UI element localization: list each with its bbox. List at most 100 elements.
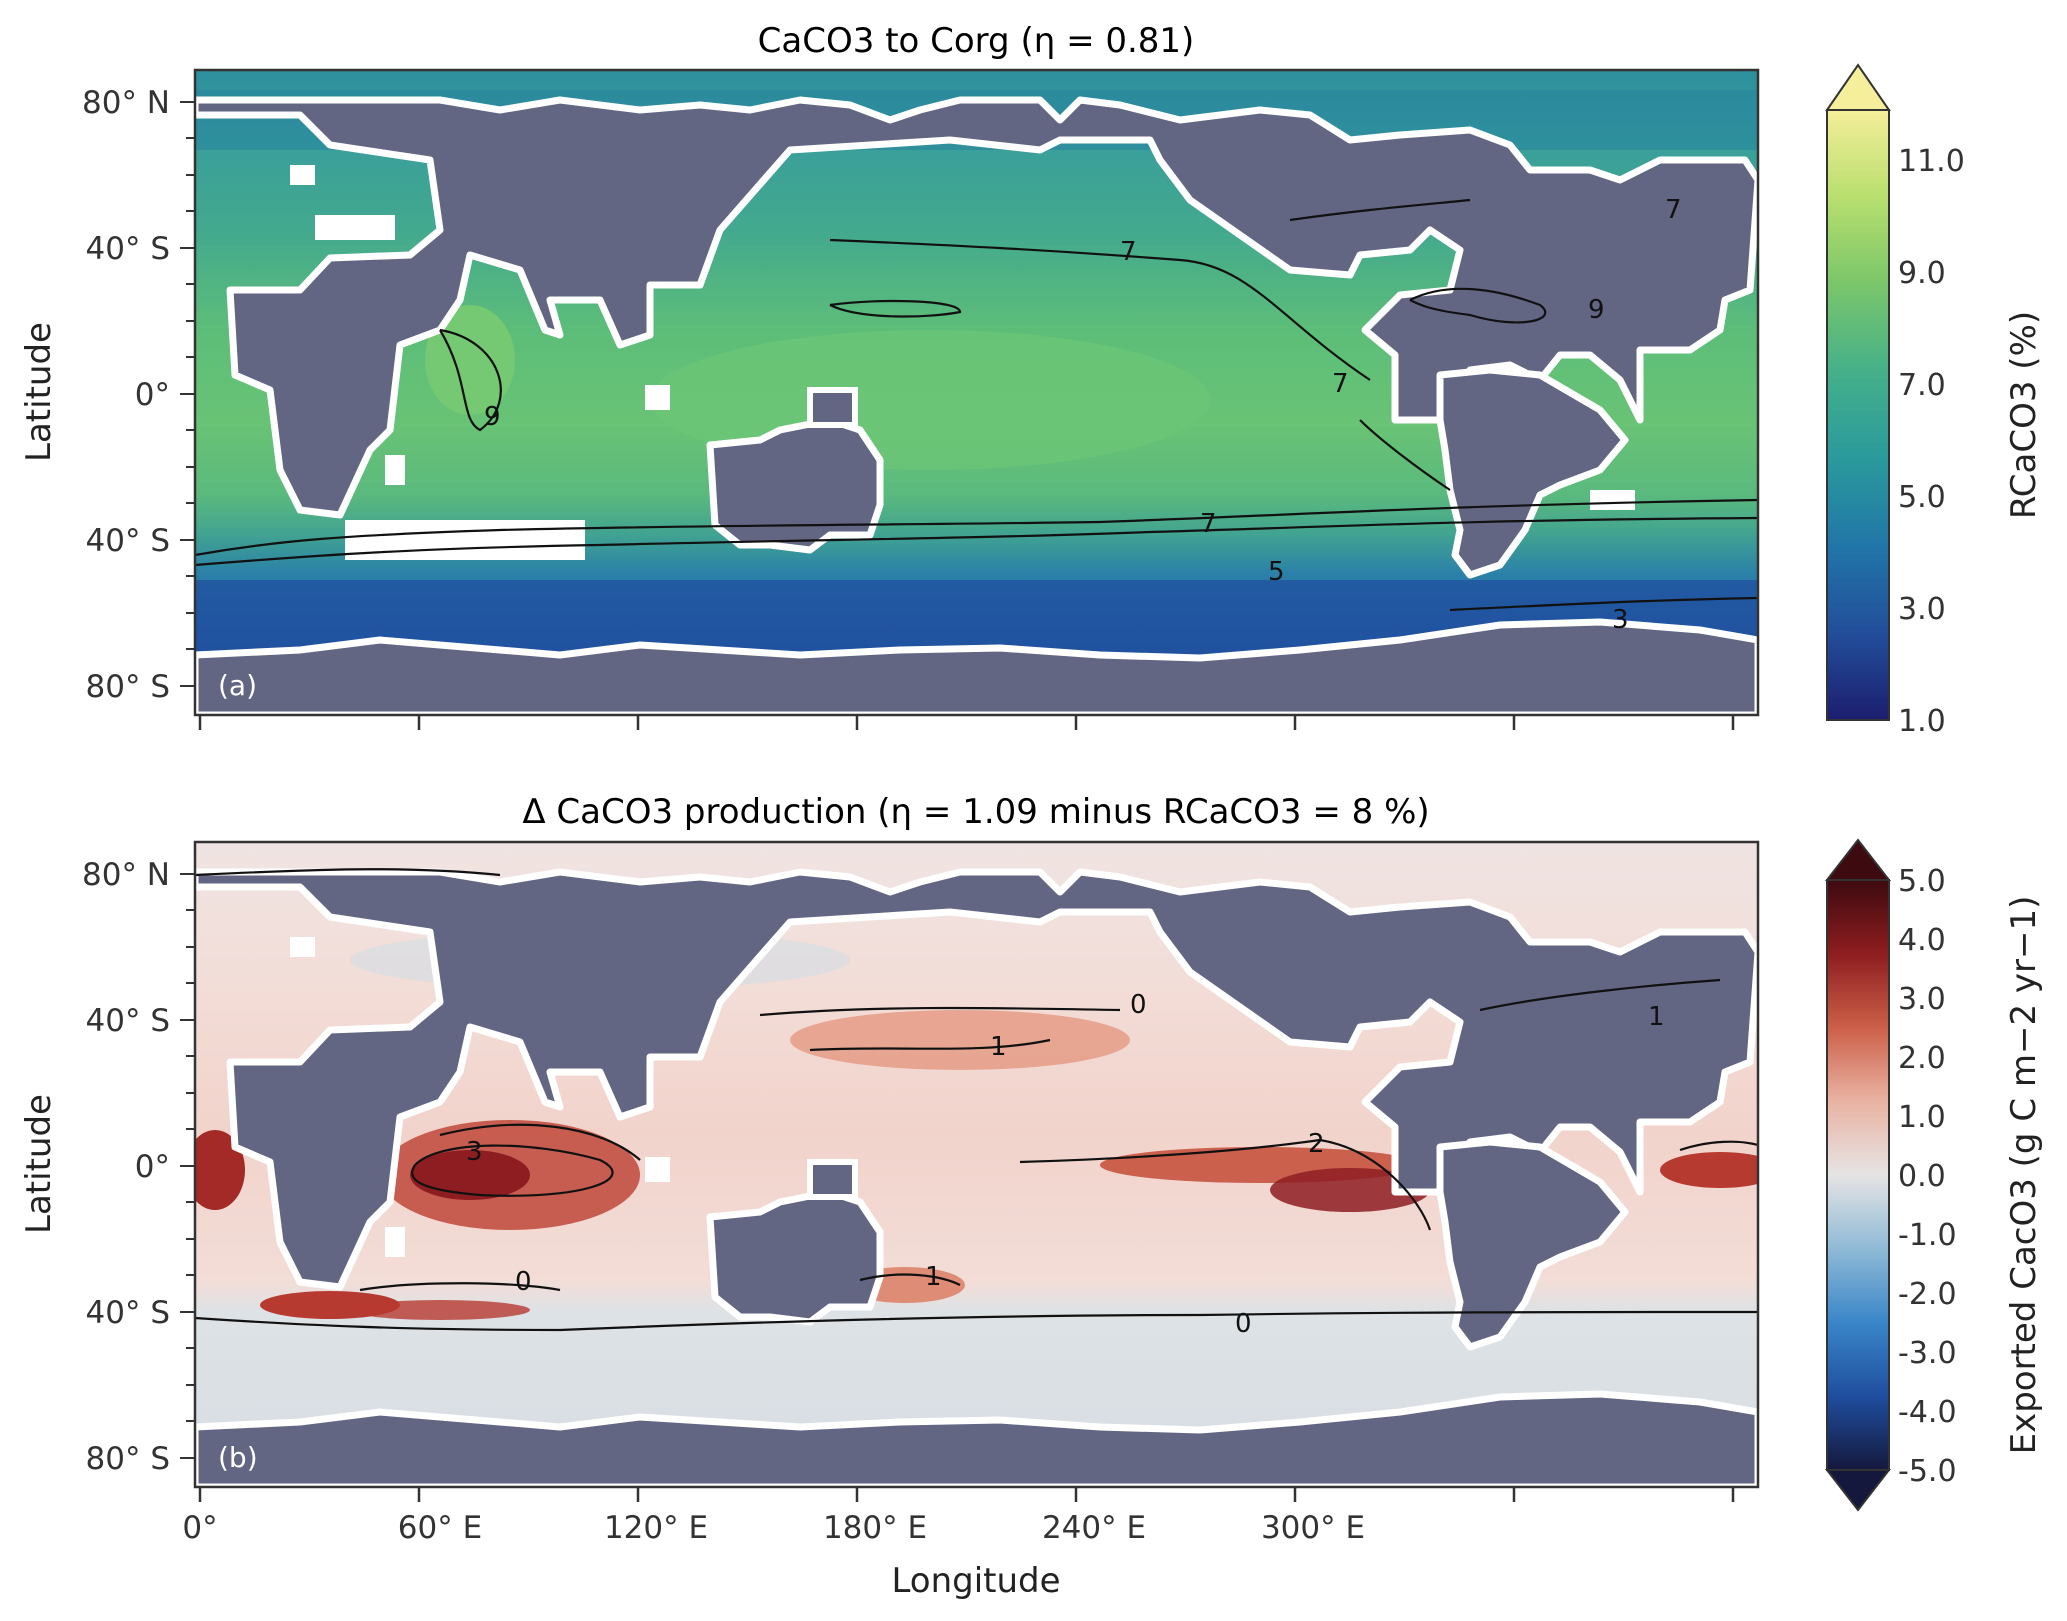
colorbar-a-extend-max: [1825, 63, 1891, 111]
cb-tick-label: 7.0: [1898, 368, 1946, 403]
land-masks: [195, 868, 1758, 1487]
contours-a: [195, 198, 1758, 612]
pacific-core: [1270, 1168, 1430, 1212]
cb-tick-label: 1.0: [1898, 1100, 1946, 1135]
cb-tick-label: -2.0: [1898, 1277, 1957, 1312]
contour-line: [1449, 596, 1758, 612]
contour-line: [195, 516, 1758, 567]
cb-tick-label: 9.0: [1898, 256, 1946, 291]
north-pacific-band: [790, 1010, 1130, 1070]
colorbar-b-body: [1826, 879, 1890, 1471]
colorbar-a-body: [1826, 109, 1890, 721]
colorbar-b-label: Exported CacO3 (g C m−2 yr−1): [2004, 896, 2044, 1455]
contour-line: [1479, 978, 1721, 1012]
contours-b: [195, 868, 1758, 1332]
contour-line: [1019, 1138, 1432, 1231]
lat-tick-label: 40° S: [86, 523, 170, 559]
lon-axis: 0° 60° E 120° E 180° E 240° E 300° E Lon…: [182, 1487, 1735, 1601]
lat-tick-label: 40° S: [86, 1295, 170, 1331]
lon-ticks: [198, 1487, 1735, 1502]
south-america-land: [1436, 1138, 1629, 1351]
contour-line: [829, 299, 962, 318]
panel-a-ylabel: Latitude: [19, 322, 59, 462]
contour-label: 0: [1130, 990, 1147, 1020]
colorbar-b-ticks: -5.0 -4.0 -3.0 -2.0 -1.0 0.0 1.0 2.0 3.0…: [1898, 864, 1957, 1489]
oceania-land: [706, 1188, 884, 1326]
lat-tick-label: 40° S: [86, 231, 170, 267]
cb-tick-label: -4.0: [1898, 1395, 1957, 1430]
panel-b-ylabel: Latitude: [19, 1094, 59, 1234]
panel-a-contour-labels: 7 7 9 9 7 7 7 5 3: [484, 195, 1682, 635]
panel-b-tag: (b): [218, 1441, 258, 1474]
colorbar-a-label: RCaCO3 (%): [2004, 311, 2044, 519]
cb-tick-label: 3.0: [1898, 592, 1946, 627]
oceania-land: [706, 416, 884, 554]
colorbar-b-extend-min: [1824, 1469, 1892, 1512]
panel-b-colorbar: -5.0 -4.0 -3.0 -2.0 -1.0 0.0 1.0 2.0 3.0…: [1824, 838, 2044, 1512]
lat-tick-label: 0°: [135, 1149, 170, 1185]
antarctica-land: [195, 618, 1758, 715]
contour-line: [195, 868, 501, 877]
atlantic-equatorial-hotspot: [1660, 1152, 1758, 1188]
contour-label: 7: [1665, 195, 1682, 225]
panel-b-frame: [193, 840, 1760, 1489]
panel-b-contour-labels: 0 1 1 3 2 0 1 0: [466, 990, 1665, 1339]
lon-tick-label: 300° E: [1261, 1510, 1365, 1546]
islands: [290, 937, 858, 1257]
panel-b-map: (b): [195, 842, 1758, 1487]
contour-line: [1359, 419, 1451, 491]
panel-a-tag: (a): [218, 669, 257, 702]
panel-b: Δ CaCO3 production (η = 1.09 minus RCaCO…: [19, 792, 2044, 1601]
colorbar-b-extend-max: [1824, 838, 1892, 881]
land-masks: [195, 96, 1758, 715]
south-america-land: [1436, 366, 1629, 579]
contour-label: 2: [1308, 1129, 1325, 1159]
contour-label: 0: [515, 1267, 532, 1297]
cb-tick-label: 2.0: [1898, 1041, 1946, 1076]
contour-label: 3: [466, 1137, 483, 1167]
contour-label: 9: [484, 402, 501, 432]
contour-line: [829, 238, 1371, 381]
contour-label: 1: [925, 1262, 942, 1292]
lon-tick-label: 240° E: [1042, 1510, 1146, 1546]
contour-label: 7: [1200, 509, 1217, 539]
contour-line: [411, 1144, 614, 1197]
x-axis-label: Longitude: [891, 1561, 1060, 1601]
cb-tick-label: 11.0: [1898, 144, 1965, 179]
panel-b-title: Δ CaCO3 production (η = 1.09 minus RCaCO…: [522, 792, 1429, 832]
cb-tick-label: -1.0: [1898, 1218, 1957, 1253]
panel-a: CaCO3 to Corg (η = 0.81): [19, 21, 2044, 739]
contour-line: [1289, 198, 1471, 222]
lat-tick-label: 40° S: [86, 1003, 170, 1039]
contour-label: 7: [1332, 369, 1349, 399]
contour-line: [859, 1273, 961, 1286]
colorbar-a-ticks: 1.0 3.0 5.0 7.0 9.0 11.0: [1898, 144, 1965, 739]
panel-a-frame: [193, 68, 1760, 717]
panel-b-lat-axis: 80° N 40° S 0° 40° S 80° S Latitude: [19, 857, 195, 1477]
contour-line: [359, 1282, 561, 1292]
contour-line: [809, 1038, 1051, 1052]
lon-tick-label: 180° E: [823, 1510, 927, 1546]
cb-tick-label: 5.0: [1898, 480, 1946, 515]
south-indian-band: [350, 1300, 530, 1320]
cb-tick-label: -3.0: [1898, 1336, 1957, 1371]
islands: [290, 165, 1635, 560]
contour-line: [439, 328, 502, 432]
contour-line: [1409, 287, 1547, 324]
africa-land: [195, 96, 1758, 519]
panel-a-lat-axis: 80° N 40° S 0° 40° S 80° S Latitude: [19, 85, 195, 705]
indian-core: [410, 1150, 530, 1200]
contour-label: 1: [990, 1032, 1007, 1062]
panel-a-title: CaCO3 to Corg (η = 0.81): [758, 21, 1195, 61]
antarctica-land: [195, 1390, 1758, 1487]
west-african-hotspot: [195, 1130, 245, 1210]
lat-tick-label: 80° N: [82, 857, 170, 893]
cb-tick-label: 0.0: [1898, 1159, 1946, 1194]
contour-line: [759, 1006, 1121, 1017]
panel-a-colorbar: 1.0 3.0 5.0 7.0 9.0 11.0 RCaCO3 (%): [1825, 63, 2044, 739]
contour-label: 1: [1648, 1002, 1665, 1032]
panel-a-map: (a): [195, 70, 1758, 715]
lat-ticks: [180, 873, 195, 1459]
cb-tick-label: 1.0: [1898, 704, 1946, 739]
